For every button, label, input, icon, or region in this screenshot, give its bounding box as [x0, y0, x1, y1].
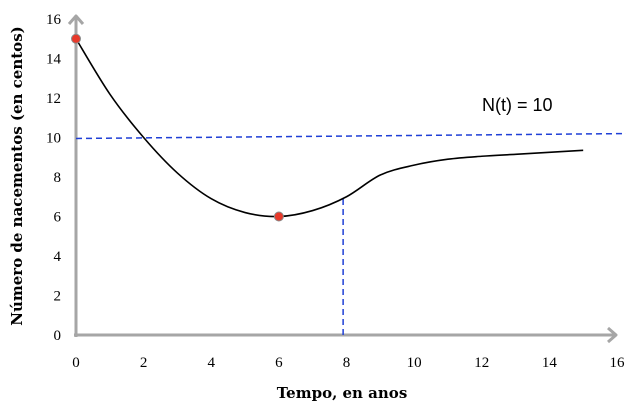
y-axis-arrow	[67, 14, 85, 25]
x-axis-arrow	[607, 326, 618, 344]
series-layer	[75, 38, 584, 218]
tick-labels: 0 2 4 6 8 10 12 14 16 0 2 4 6 8 10 12 14 16	[46, 12, 625, 371]
annotation-n-equals-10: N(t) = 10	[482, 95, 553, 115]
x-tick-label: 2	[140, 355, 148, 371]
x-tick-label: 16	[610, 355, 626, 371]
y-tick-label: 8	[54, 170, 62, 186]
y-tick-label: 12	[46, 91, 61, 107]
highlight-point	[71, 33, 81, 44]
series-line	[75, 38, 584, 218]
y-tick-label: 0	[54, 328, 62, 344]
highlighted-points	[71, 33, 284, 222]
x-tick-label: 6	[275, 355, 283, 371]
y-tick-label: 2	[54, 289, 62, 305]
y-axis-title: Número de nacementos (en centos)	[8, 26, 26, 325]
horizontal-reference-line	[75, 132, 626, 140]
x-tick-label: 4	[208, 355, 216, 371]
x-axis-title: Tempo, en anos	[277, 384, 408, 402]
x-tick-label: 0	[72, 355, 80, 371]
y-tick-label: 6	[54, 210, 62, 226]
y-tick-label: 10	[46, 131, 61, 147]
highlight-point	[273, 211, 284, 222]
x-tick-label: 14	[542, 355, 558, 371]
reference-lines	[75, 132, 626, 335]
y-tick-label: 14	[46, 52, 62, 68]
x-tick-label: 10	[407, 355, 422, 371]
x-tick-label: 12	[474, 355, 489, 371]
y-tick-label: 16	[46, 12, 62, 28]
y-tick-label: 4	[54, 249, 62, 265]
x-tick-label: 8	[343, 355, 351, 371]
axes	[67, 14, 618, 344]
